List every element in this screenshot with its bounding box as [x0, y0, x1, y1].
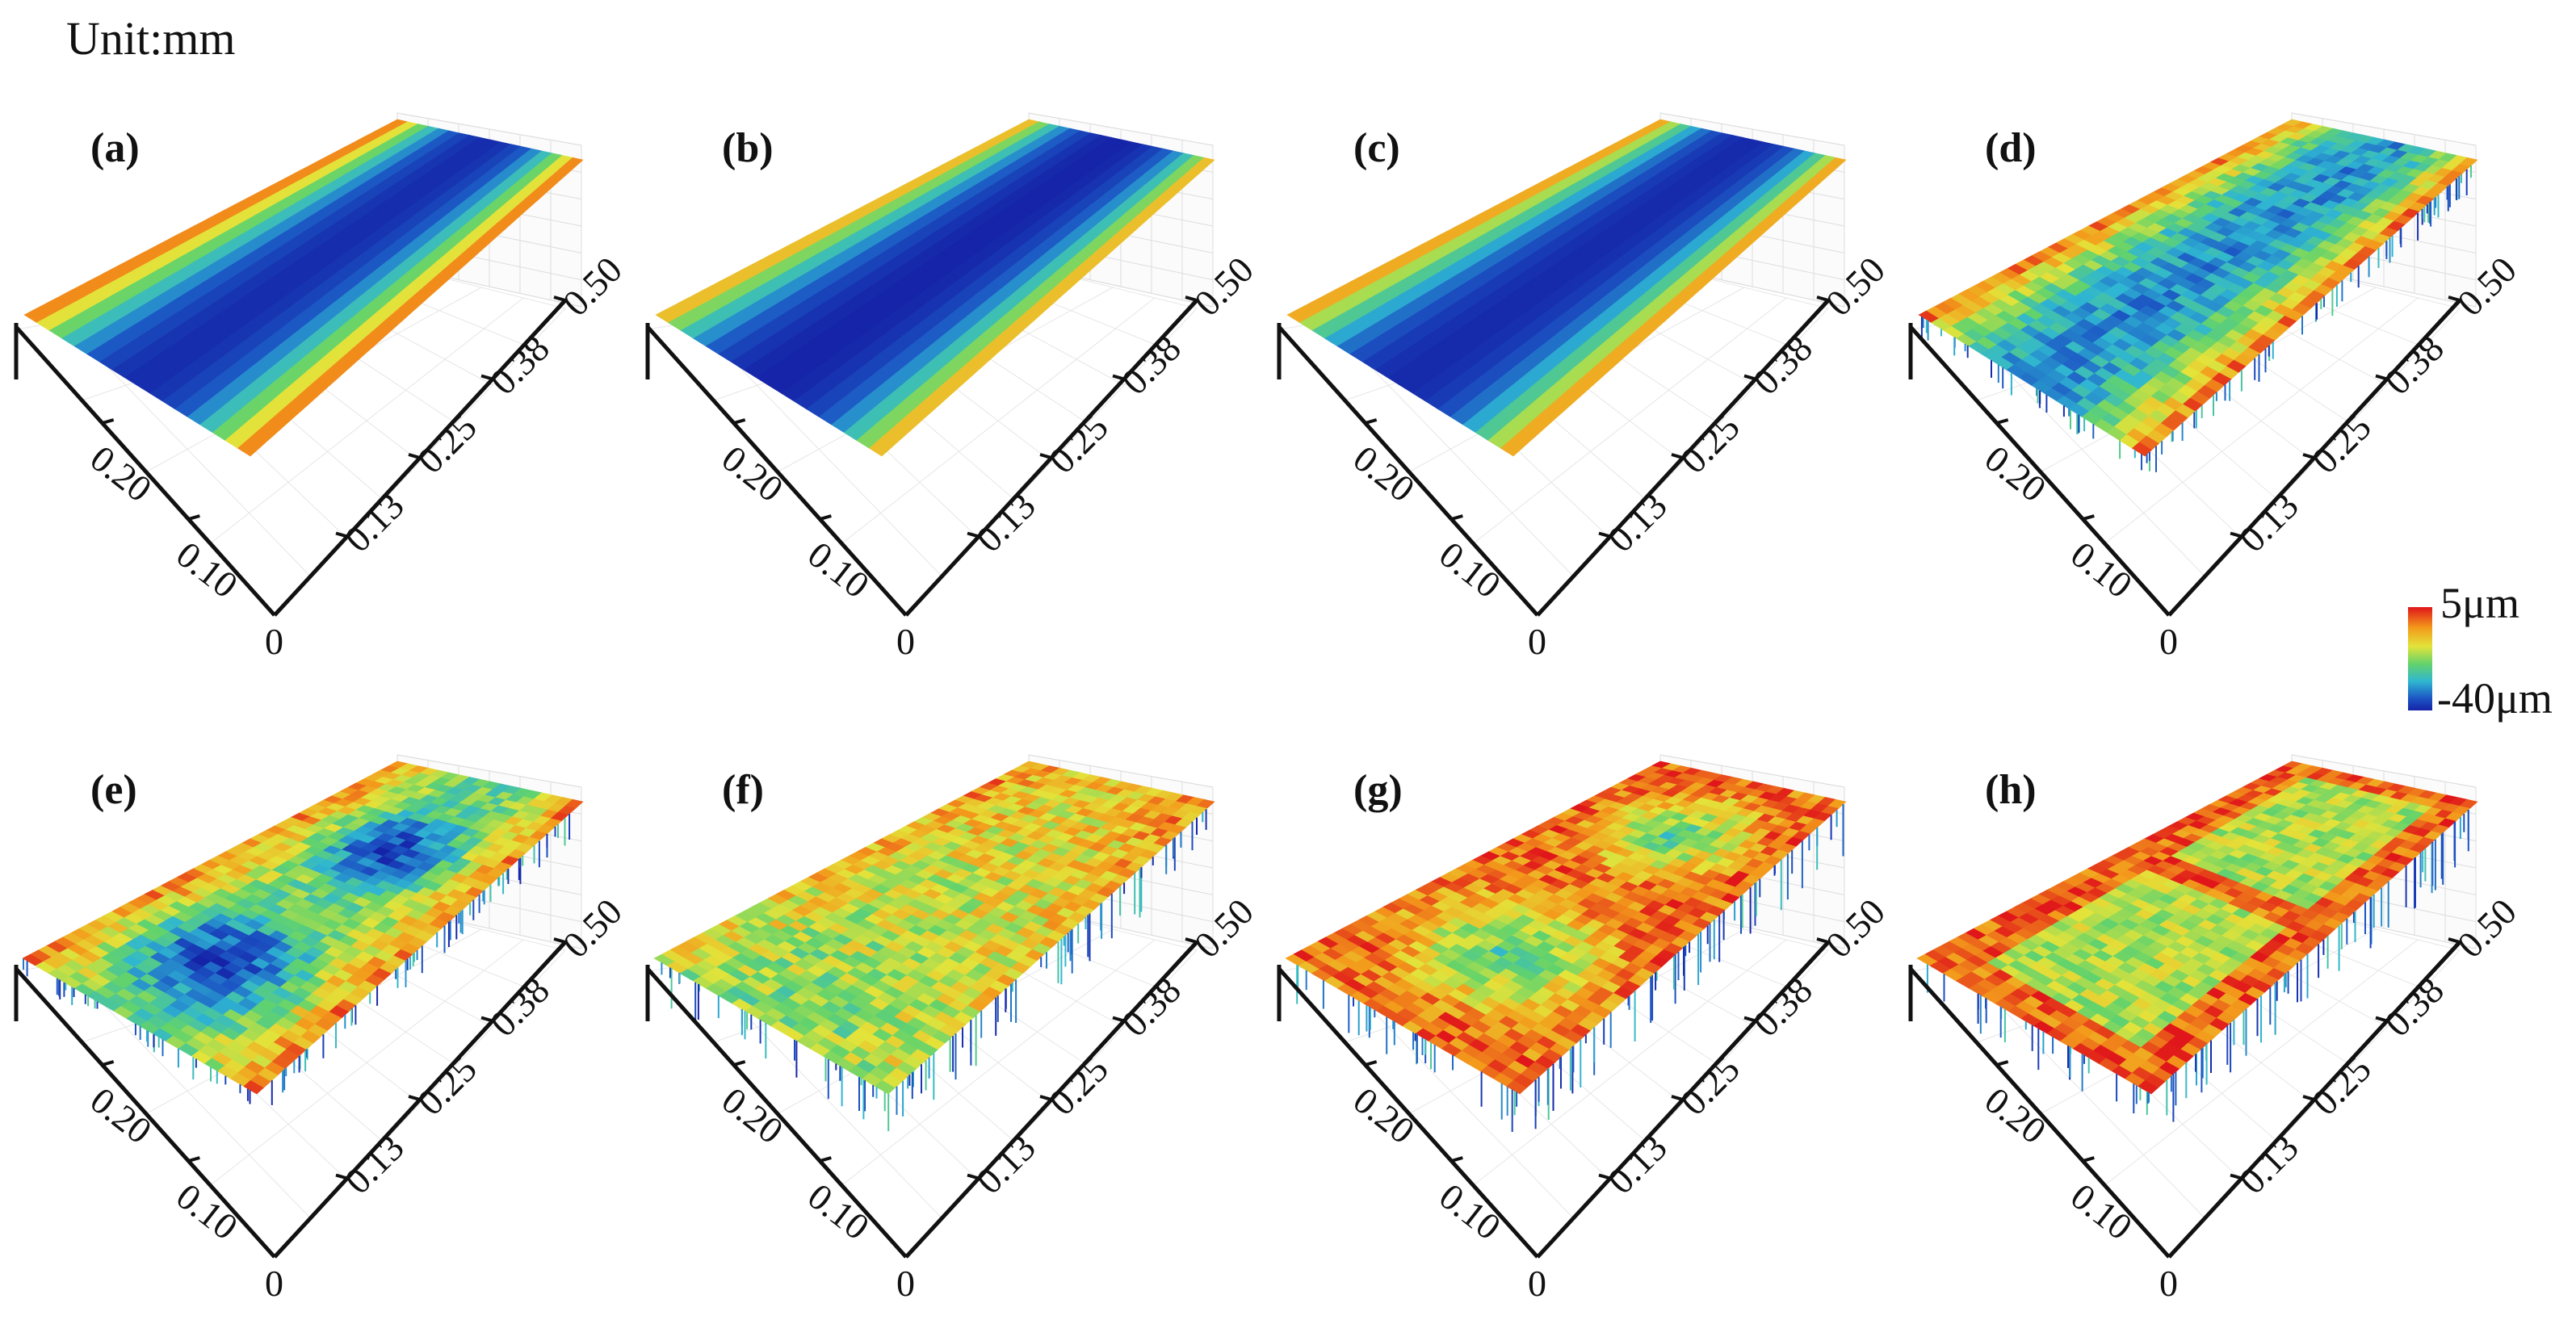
surface-panel: 0.130.250.380.500.200.100(h) — [1911, 755, 2524, 1304]
panel-label: (d) — [1985, 125, 2037, 171]
short-axis-tick-label: 0.10 — [1432, 534, 1508, 606]
long-axis-tick-label: 0.13 — [337, 485, 412, 560]
long-axis-tick-label: 0.13 — [1600, 1127, 1675, 1202]
long-axis-tick-label: 0.25 — [1672, 406, 1747, 481]
long-axis-tick-label: 0.38 — [482, 970, 557, 1045]
origin-tick-label: 0 — [1528, 1263, 1546, 1304]
long-axis-tick-label: 0.25 — [1672, 1048, 1747, 1123]
surface-mesh — [1286, 761, 1846, 1132]
long-axis-tick-label: 0.13 — [337, 1127, 412, 1202]
long-axis-tick-label: 0.38 — [1114, 970, 1189, 1045]
long-axis-tick-label: 0.38 — [1745, 970, 1820, 1045]
long-axis-tick-label: 0.13 — [968, 1127, 1043, 1202]
surface-panel: 0.130.250.380.500.200.100(g) — [1279, 755, 1893, 1304]
long-axis-tick-label: 0.38 — [2377, 328, 2452, 403]
short-axis-tick-label: 0.10 — [800, 1175, 877, 1248]
origin-tick-label: 0 — [265, 1263, 283, 1304]
short-axis-tick-label: 0.10 — [2063, 534, 2140, 606]
origin-tick-label: 0 — [1528, 621, 1546, 662]
panel-label: (f) — [722, 767, 764, 813]
origin-tick-label: 0 — [896, 1263, 915, 1304]
long-axis-tick-label: 0.25 — [1041, 1048, 1116, 1123]
long-axis-tick-label: 0.38 — [1745, 328, 1820, 403]
panel-label: (c) — [1353, 125, 1400, 171]
short-axis-tick-label: 0.10 — [2063, 1175, 2140, 1248]
short-axis-tick-label: 0.20 — [715, 1079, 791, 1152]
long-axis-tick-label: 0.13 — [2231, 1127, 2306, 1202]
origin-tick-label: 0 — [265, 621, 283, 662]
panel-label: (e) — [90, 767, 137, 813]
long-axis-tick-label: 0.38 — [2377, 970, 2452, 1045]
long-axis-tick-label: 0.38 — [482, 328, 557, 403]
surface-panel: 0.130.250.380.500.200.100(c) — [1279, 113, 1893, 662]
surface-mesh — [1919, 119, 2477, 472]
long-axis-tick-label: 0.13 — [1600, 485, 1675, 560]
origin-tick-label: 0 — [2159, 621, 2178, 662]
long-axis-tick-label: 0.25 — [2304, 1048, 2379, 1123]
surface-panel: 0.130.250.380.500.200.100(a) — [16, 113, 630, 662]
short-axis-tick-label: 0.20 — [1346, 1079, 1423, 1152]
long-axis-tick-label: 0.25 — [409, 1048, 485, 1123]
short-axis-tick-label: 0.10 — [169, 534, 245, 606]
panel-label: (g) — [1353, 767, 1403, 813]
short-axis-tick-label: 0.20 — [715, 438, 791, 510]
long-axis-tick-label: 0.25 — [1041, 406, 1116, 481]
short-axis-tick-label: 0.10 — [169, 1175, 245, 1248]
short-axis-tick-label: 0.20 — [1978, 1079, 2054, 1152]
surface-panel: 0.130.250.380.500.200.100(b) — [648, 113, 1261, 662]
short-axis-tick-label: 0.20 — [83, 438, 160, 510]
long-axis-tick-label: 0.38 — [1114, 328, 1189, 403]
short-axis-tick-label: 0.10 — [800, 534, 877, 606]
colorbar — [2408, 607, 2432, 710]
panel-label: (h) — [1985, 767, 2037, 813]
colorbar-max-label: 5μm — [2440, 578, 2519, 628]
surface-panel: 0.130.250.380.500.200.100(e) — [16, 755, 630, 1304]
panel-label: (b) — [722, 125, 774, 171]
short-axis-tick-label: 0.10 — [1432, 1175, 1508, 1248]
short-axis-tick-label: 0.20 — [1346, 438, 1423, 510]
origin-tick-label: 0 — [2159, 1263, 2178, 1304]
surface-panel: 0.130.250.380.500.200.100(f) — [648, 755, 1261, 1304]
surface-panel: 0.130.250.380.500.200.100(d) — [1911, 113, 2524, 662]
long-axis-tick-label: 0.25 — [2304, 406, 2379, 481]
short-axis-tick-label: 0.20 — [1978, 438, 2054, 510]
unit-label: Unit:mm — [66, 11, 235, 65]
short-axis-tick-label: 0.20 — [83, 1079, 160, 1152]
origin-tick-label: 0 — [896, 621, 915, 662]
colorbar-min-label: -40μm — [2437, 673, 2553, 723]
panel-label: (a) — [90, 125, 140, 171]
long-axis-tick-label: 0.13 — [2231, 485, 2306, 560]
long-axis-tick-label: 0.13 — [968, 485, 1043, 560]
long-axis-tick-label: 0.25 — [409, 406, 485, 481]
surface-mesh — [654, 761, 1215, 1131]
